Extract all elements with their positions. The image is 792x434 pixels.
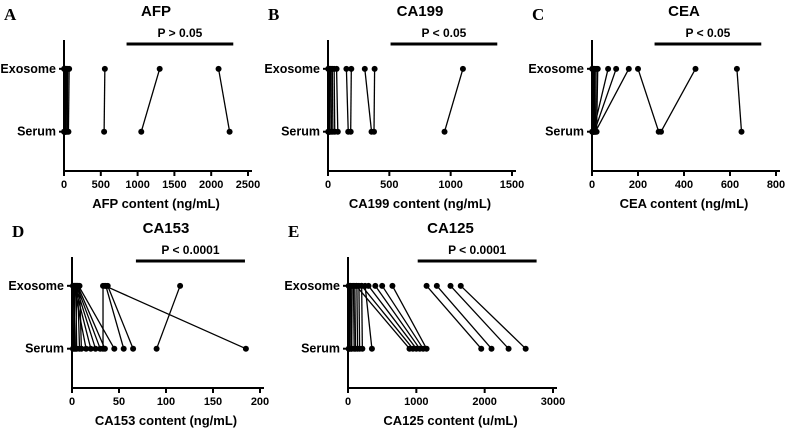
panel-C: C CEA P < 0.05 Exosome Serum 0 200 400 600 800 CEA… [528,0,792,215]
svg-text:0: 0 [61,179,67,191]
paired-plot-ca199: B CA199 P < 0.05 Exosome Serum 0 500 1000 1500 CA… [264,3,524,211]
svg-text:2000: 2000 [472,396,496,408]
svg-text:CA199 content (ng/mL): CA199 content (ng/mL) [349,196,491,211]
svg-text:Exosome: Exosome [8,279,64,293]
panel-E: E CA125 P < 0.0001 Exosome Serum 0 1000 2000 300… [284,217,569,432]
svg-text:C: C [532,5,544,24]
svg-text:200: 200 [629,179,647,191]
svg-text:A: A [4,5,17,24]
svg-text:B: B [268,5,279,24]
svg-text:CA125: CA125 [427,220,474,237]
svg-text:AFP content (ng/mL): AFP content (ng/mL) [92,196,220,211]
svg-text:1500: 1500 [500,179,524,191]
svg-text:0: 0 [325,179,331,191]
svg-text:P < 0.05: P < 0.05 [422,26,467,40]
svg-text:CA153: CA153 [143,220,190,237]
paired-plot-ca125: E CA125 P < 0.0001 Exosome Serum 0 1000 2000 300… [284,220,565,428]
svg-text:Serum: Serum [545,125,584,139]
svg-text:2500: 2500 [236,179,260,191]
svg-text:800: 800 [767,179,785,191]
svg-text:CA153 content (ng/mL): CA153 content (ng/mL) [95,413,237,428]
svg-text:200: 200 [251,396,269,408]
svg-text:Serum: Serum [17,125,56,139]
svg-text:Exosome: Exosome [528,62,584,76]
svg-text:50: 50 [113,396,125,408]
svg-text:P > 0.05: P > 0.05 [158,26,203,40]
svg-text:2000: 2000 [199,179,223,191]
svg-text:Serum: Serum [25,342,64,356]
svg-text:CA199: CA199 [397,3,444,20]
svg-text:0: 0 [589,179,595,191]
svg-text:Exosome: Exosome [264,62,320,76]
svg-text:1000: 1000 [404,396,428,408]
svg-text:3000: 3000 [541,396,565,408]
svg-text:1000: 1000 [438,179,462,191]
svg-text:1500: 1500 [162,179,186,191]
svg-text:0: 0 [69,396,75,408]
svg-text:CEA content (ng/mL): CEA content (ng/mL) [620,196,749,211]
svg-text:CEA: CEA [668,3,700,20]
panel-D: D CA153 P < 0.0001 Exosome Serum 0 50 100 150 200… [8,217,276,432]
svg-text:AFP: AFP [141,3,171,20]
svg-text:0: 0 [345,396,351,408]
svg-text:Serum: Serum [281,125,320,139]
svg-text:P < 0.0001: P < 0.0001 [161,243,219,257]
svg-text:P < 0.05: P < 0.05 [686,26,731,40]
svg-text:150: 150 [204,396,222,408]
paired-plot-afp: A AFP P > 0.05 Exosome Serum 0 500 1000 1500 2000… [0,3,260,211]
panel-A: A AFP P > 0.05 Exosome Serum 0 500 1000 1500 2000… [0,0,264,215]
svg-text:Exosome: Exosome [284,279,340,293]
svg-text:D: D [12,222,24,241]
paired-plot-ca153: D CA153 P < 0.0001 Exosome Serum 0 50 100 150 200… [8,220,269,428]
svg-text:500: 500 [380,179,398,191]
svg-text:500: 500 [92,179,110,191]
panel-B: B CA199 P < 0.05 Exosome Serum 0 500 1000 1500 CA… [264,0,528,215]
svg-text:Serum: Serum [301,342,340,356]
svg-text:100: 100 [157,396,175,408]
svg-text:1000: 1000 [125,179,149,191]
svg-text:400: 400 [675,179,693,191]
svg-text:Exosome: Exosome [0,62,56,76]
svg-text:600: 600 [721,179,739,191]
svg-text:P < 0.0001: P < 0.0001 [448,243,506,257]
paired-plot-cea: C CEA P < 0.05 Exosome Serum 0 200 400 600 800 CEA… [528,3,785,211]
svg-text:E: E [288,222,299,241]
svg-text:CA125 content (u/mL): CA125 content (u/mL) [383,413,517,428]
